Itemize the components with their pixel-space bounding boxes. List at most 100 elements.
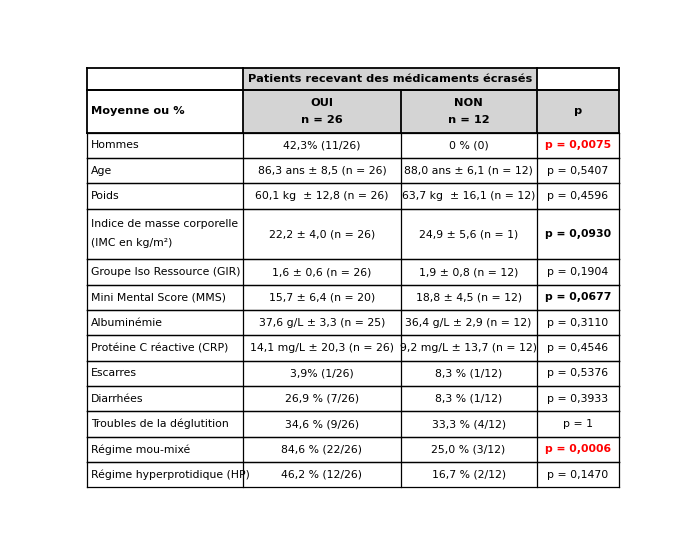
Bar xyxy=(244,68,537,90)
Bar xyxy=(537,208,619,260)
Bar xyxy=(244,310,400,336)
Text: 84,6 % (22/26): 84,6 % (22/26) xyxy=(281,444,363,454)
Bar xyxy=(400,310,537,336)
Text: 25,0 % (3/12): 25,0 % (3/12) xyxy=(431,444,506,454)
Bar xyxy=(87,68,244,90)
Bar xyxy=(537,361,619,386)
Text: p = 0,5407: p = 0,5407 xyxy=(547,166,608,175)
Bar xyxy=(537,285,619,310)
Text: 60,1 kg  ± 12,8 (n = 26): 60,1 kg ± 12,8 (n = 26) xyxy=(255,191,389,201)
Text: Diarrhées: Diarrhées xyxy=(91,394,143,404)
Bar xyxy=(244,462,400,487)
Text: 3,9% (1/26): 3,9% (1/26) xyxy=(290,368,354,378)
Bar xyxy=(400,260,537,285)
Bar xyxy=(400,386,537,411)
Text: Régime mou-mixé: Régime mou-mixé xyxy=(91,444,190,455)
Bar xyxy=(537,411,619,437)
Bar xyxy=(244,183,400,208)
Text: 36,4 g/L ± 2,9 (n = 12): 36,4 g/L ± 2,9 (n = 12) xyxy=(405,318,532,328)
Text: 22,2 ± 4,0 (n = 26): 22,2 ± 4,0 (n = 26) xyxy=(269,229,375,239)
Text: 37,6 g/L ± 3,3 (n = 25): 37,6 g/L ± 3,3 (n = 25) xyxy=(259,318,385,328)
Text: p = 0,0006: p = 0,0006 xyxy=(545,444,611,454)
Bar xyxy=(87,285,244,310)
Bar xyxy=(537,386,619,411)
Bar xyxy=(87,208,244,260)
Text: p = 0,5376: p = 0,5376 xyxy=(548,368,608,378)
Bar xyxy=(400,133,537,158)
Text: p = 0,0075: p = 0,0075 xyxy=(545,140,611,150)
Bar xyxy=(537,462,619,487)
Bar xyxy=(244,361,400,386)
Bar xyxy=(87,183,244,208)
Text: p = 0,0677: p = 0,0677 xyxy=(545,293,611,303)
Bar xyxy=(537,437,619,462)
Bar xyxy=(537,133,619,158)
Text: Protéine C réactive (CRP): Protéine C réactive (CRP) xyxy=(91,343,228,353)
Bar xyxy=(537,183,619,208)
Bar xyxy=(400,208,537,260)
Text: 8,3 % (1/12): 8,3 % (1/12) xyxy=(435,368,502,378)
Text: 33,3 % (4/12): 33,3 % (4/12) xyxy=(431,419,506,429)
Text: Mini Mental Score (MMS): Mini Mental Score (MMS) xyxy=(91,293,226,303)
Text: 34,6 % (9/26): 34,6 % (9/26) xyxy=(285,419,359,429)
Text: Hommes: Hommes xyxy=(91,140,140,150)
Text: 1,6 ± 0,6 (n = 26): 1,6 ± 0,6 (n = 26) xyxy=(272,267,372,277)
Bar xyxy=(87,336,244,361)
Text: Troubles de la déglutition: Troubles de la déglutition xyxy=(91,419,228,430)
Text: p = 0,3110: p = 0,3110 xyxy=(547,318,608,328)
Text: Poids: Poids xyxy=(91,191,120,201)
Bar xyxy=(400,336,537,361)
Text: 15,7 ± 6,4 (n = 20): 15,7 ± 6,4 (n = 20) xyxy=(269,293,375,303)
Bar xyxy=(400,285,537,310)
Bar xyxy=(87,158,244,183)
Text: 8,3 % (1/12): 8,3 % (1/12) xyxy=(435,394,502,404)
Bar xyxy=(87,386,244,411)
Text: p = 1: p = 1 xyxy=(563,419,593,429)
Text: 18,8 ± 4,5 (n = 12): 18,8 ± 4,5 (n = 12) xyxy=(416,293,522,303)
Bar xyxy=(244,285,400,310)
Bar xyxy=(537,310,619,336)
Text: Indice de masse corporelle: Indice de masse corporelle xyxy=(91,219,238,229)
Text: 46,2 % (12/26): 46,2 % (12/26) xyxy=(281,470,363,480)
Text: 1,9 ± 0,8 (n = 12): 1,9 ± 0,8 (n = 12) xyxy=(419,267,518,277)
Text: 63,7 kg  ± 16,1 (n = 12): 63,7 kg ± 16,1 (n = 12) xyxy=(402,191,535,201)
Text: p = 0,3933: p = 0,3933 xyxy=(548,394,608,404)
Bar xyxy=(400,411,537,437)
Bar xyxy=(244,411,400,437)
Text: 0 % (0): 0 % (0) xyxy=(449,140,488,150)
Bar xyxy=(400,437,537,462)
Bar xyxy=(87,90,244,133)
Text: Age: Age xyxy=(91,166,112,175)
Bar xyxy=(537,90,619,133)
Text: p = 0,4546: p = 0,4546 xyxy=(548,343,608,353)
Bar xyxy=(537,260,619,285)
Text: Moyenne ou %: Moyenne ou % xyxy=(91,106,184,116)
Text: p = 0,4596: p = 0,4596 xyxy=(548,191,608,201)
Bar xyxy=(87,462,244,487)
Bar xyxy=(537,336,619,361)
Text: Albuminémie: Albuminémie xyxy=(91,318,163,328)
Text: 88,0 ans ± 6,1 (n = 12): 88,0 ans ± 6,1 (n = 12) xyxy=(404,166,533,175)
Text: n = 12: n = 12 xyxy=(448,115,489,125)
Text: 42,3% (11/26): 42,3% (11/26) xyxy=(283,140,361,150)
Text: NON: NON xyxy=(454,98,483,108)
Bar xyxy=(537,68,619,90)
Text: n = 26: n = 26 xyxy=(301,115,343,125)
Bar xyxy=(244,260,400,285)
Text: 16,7 % (2/12): 16,7 % (2/12) xyxy=(431,470,506,480)
Text: 24,9 ± 5,6 (n = 1): 24,9 ± 5,6 (n = 1) xyxy=(419,229,518,239)
Text: Régime hyperprotidique (HP): Régime hyperprotidique (HP) xyxy=(91,470,250,480)
Text: 86,3 ans ± 8,5 (n = 26): 86,3 ans ± 8,5 (n = 26) xyxy=(257,166,387,175)
Bar xyxy=(87,411,244,437)
Bar xyxy=(87,361,244,386)
Bar xyxy=(87,260,244,285)
Text: p = 0,1904: p = 0,1904 xyxy=(547,267,608,277)
Text: Escarres: Escarres xyxy=(91,368,137,378)
Bar xyxy=(244,208,400,260)
Bar xyxy=(244,158,400,183)
Bar xyxy=(400,158,537,183)
Text: Patients recevant des médicaments écrasés: Patients recevant des médicaments écrasé… xyxy=(248,74,532,84)
Text: p = 0,0930: p = 0,0930 xyxy=(545,229,611,239)
Bar xyxy=(87,437,244,462)
Bar xyxy=(400,90,537,133)
